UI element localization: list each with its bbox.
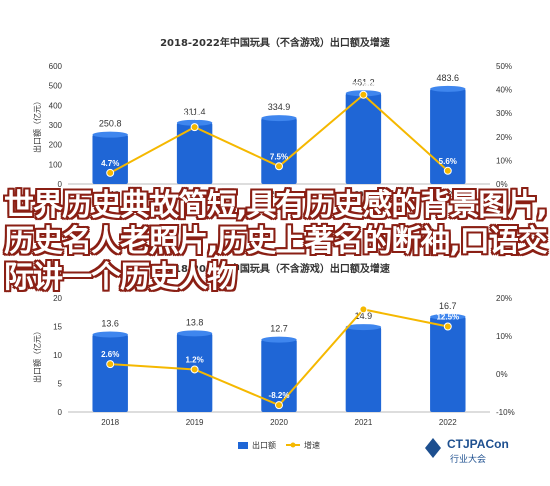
- growth-label: 7.5%: [270, 152, 288, 161]
- bar-value-label: 13.8: [186, 317, 204, 327]
- bar-cap: [345, 324, 382, 331]
- growth-label: 4.7%: [101, 159, 119, 168]
- growth-label: 17.0%: [352, 295, 375, 304]
- bar-cap: [261, 115, 297, 122]
- bar-value-label: 12.7: [270, 324, 288, 334]
- y-tick-label: 100: [49, 160, 63, 169]
- y2-tick-label: -10%: [496, 408, 515, 417]
- x-tick-label: 2021: [355, 190, 373, 199]
- y2-tick-label: 20%: [496, 133, 512, 142]
- legend-bar-label: 出口额: [252, 440, 276, 450]
- growth-label: 1.2%: [185, 355, 203, 364]
- x-tick-label: 2020: [270, 190, 288, 199]
- bar: [345, 93, 382, 184]
- y-tick-label: 200: [49, 141, 63, 150]
- bar-cap: [92, 131, 128, 138]
- growth-label: 37.8%: [352, 81, 375, 90]
- watermark-sub: 行业大会: [450, 453, 486, 465]
- bar: [261, 118, 297, 184]
- bar-value-label: 461.2: [352, 77, 375, 87]
- x-tick-label: 2018: [101, 190, 119, 199]
- bar-cap: [176, 330, 213, 337]
- chart-title: 2018-2022年中国玩具（不含游戏）出口额及增速: [160, 36, 390, 49]
- y2-tick-label: 40%: [496, 86, 512, 95]
- y-tick-label: 0: [58, 408, 63, 417]
- watermark-brand: CTJPACon: [447, 437, 509, 451]
- y-tick-label: 400: [49, 101, 63, 110]
- chart-title: 2018-2022年中国玩具（不含游戏）出口额及增速: [160, 262, 390, 275]
- bar: [430, 316, 466, 412]
- y-tick-label: 10: [53, 351, 62, 360]
- y2-tick-label: 0%: [496, 370, 508, 379]
- x-tick-label: 2019: [186, 418, 204, 427]
- growth-point: [443, 166, 452, 175]
- growth-point: [275, 401, 283, 410]
- bar-value-label: 483.6: [437, 73, 460, 83]
- y2-tick-label: 30%: [496, 109, 512, 118]
- x-tick-label: 2020: [270, 418, 288, 427]
- bar-cap: [92, 331, 128, 338]
- y-tick-label: 15: [53, 323, 62, 332]
- growth-label: 24.1%: [183, 113, 206, 122]
- bar: [176, 122, 213, 184]
- y-tick-label: 300: [49, 121, 63, 130]
- y-tick-label: 500: [49, 82, 63, 91]
- legend-bar-swatch: [238, 442, 248, 449]
- growth-point: [190, 365, 199, 374]
- bar: [345, 327, 382, 412]
- growth-point: [190, 123, 199, 132]
- growth-point: [443, 322, 452, 331]
- x-tick-label: 2022: [439, 190, 457, 199]
- bar: [430, 88, 466, 184]
- bar-cap: [176, 119, 213, 126]
- bar: [92, 134, 128, 184]
- bar: [261, 339, 297, 412]
- y2-tick-label: 50%: [496, 62, 512, 71]
- bar-value-label: 250.8: [99, 119, 122, 129]
- bar-cap: [430, 85, 466, 92]
- growth-label: 2.6%: [101, 350, 119, 359]
- growth-label: 12.5%: [436, 313, 459, 322]
- bar-cap: [261, 336, 297, 343]
- growth-label: -8.2%: [269, 391, 290, 400]
- y-axis-label: 出口额（亿元）: [32, 327, 42, 383]
- legend-line-label: 增速: [304, 440, 320, 450]
- x-tick-label: 2021: [355, 418, 373, 427]
- bar-value-label: 14.9: [355, 311, 373, 321]
- growth-point: [359, 90, 368, 99]
- x-tick-label: 2022: [439, 418, 457, 427]
- growth-label: 5.6%: [439, 157, 457, 166]
- y-tick-label: 5: [58, 380, 63, 389]
- watermark-logo-icon: [425, 438, 441, 458]
- y2-tick-label: 10%: [496, 332, 512, 341]
- y-axis-label: 出口额（亿元）: [32, 97, 42, 153]
- y-tick-label: 20: [53, 294, 62, 303]
- growth-point: [275, 162, 283, 171]
- y-tick-label: 0: [58, 180, 63, 189]
- legend-line-marker: [290, 442, 296, 448]
- y2-tick-label: 0%: [496, 180, 508, 189]
- bar-cap: [430, 313, 466, 320]
- growth-point: [106, 168, 115, 177]
- y-tick-label: 600: [49, 62, 63, 71]
- y2-tick-label: 10%: [496, 156, 512, 165]
- bar: [92, 334, 128, 412]
- x-tick-label: 2018: [101, 418, 119, 427]
- y2-tick-label: 20%: [496, 294, 512, 303]
- bar-value-label: 334.9: [268, 102, 291, 112]
- bar-value-label: 16.7: [439, 301, 457, 311]
- growth-point: [359, 305, 368, 314]
- x-tick-label: 2019: [186, 190, 204, 199]
- bar-value-label: 311.4: [184, 107, 206, 117]
- overlay-caption: 世界历史典故简短,具有历史感的背景图片,历史名人老照片,历史上著名的断袖,口语交…: [4, 188, 548, 295]
- bar-value-label: 13.6: [101, 318, 119, 328]
- growth-point: [106, 360, 115, 369]
